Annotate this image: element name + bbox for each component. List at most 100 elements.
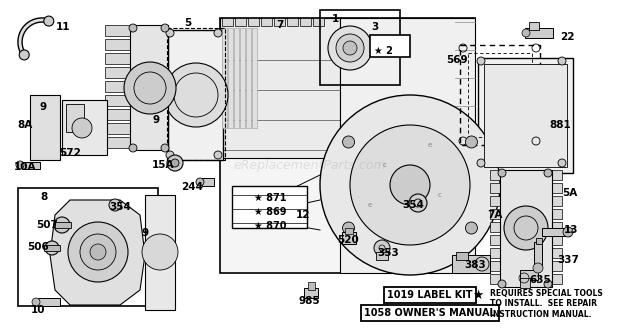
Text: ★ 871: ★ 871 [254, 193, 286, 203]
Bar [168, 30, 223, 160]
Bar [30, 95, 60, 160]
Circle shape [563, 227, 573, 237]
Circle shape [129, 24, 137, 32]
Bar [105, 67, 167, 78]
Bar [345, 228, 353, 234]
Bar [490, 222, 562, 232]
Circle shape [328, 26, 372, 70]
Text: 244: 244 [181, 182, 203, 192]
Text: c: c [438, 192, 442, 198]
Circle shape [90, 244, 106, 260]
Bar [300, 18, 311, 26]
Text: 7: 7 [277, 20, 284, 30]
Bar [228, 28, 233, 128]
Text: c: c [383, 162, 387, 168]
Circle shape [558, 57, 566, 65]
Text: 3: 3 [371, 22, 379, 32]
Circle shape [343, 41, 357, 55]
Circle shape [320, 95, 500, 275]
Bar [18, 188, 158, 306]
Bar [105, 95, 167, 106]
Circle shape [44, 16, 54, 26]
Bar [105, 123, 167, 134]
Text: e: e [368, 202, 372, 208]
Text: 507: 507 [36, 220, 58, 230]
Bar [490, 261, 562, 271]
Circle shape [80, 234, 116, 270]
Bar [542, 228, 570, 236]
Circle shape [504, 206, 548, 250]
Text: e: e [428, 142, 432, 148]
Circle shape [214, 151, 222, 159]
Text: 11: 11 [56, 22, 70, 32]
Bar [248, 18, 259, 26]
Text: eReplacementParts.com: eReplacementParts.com [234, 159, 386, 173]
Bar [525, 28, 553, 38]
Circle shape [161, 24, 169, 32]
Circle shape [498, 169, 506, 177]
Circle shape [350, 125, 470, 245]
Circle shape [477, 57, 485, 65]
Bar [490, 196, 562, 206]
Bar [490, 235, 562, 245]
Bar [468, 53, 532, 137]
Text: 8A: 8A [17, 120, 33, 130]
Polygon shape [50, 200, 145, 305]
Text: ★: ★ [472, 289, 483, 302]
Text: 5: 5 [184, 18, 192, 28]
Bar [222, 28, 227, 128]
Bar [105, 25, 167, 36]
Bar [261, 18, 272, 26]
Circle shape [390, 165, 430, 205]
Text: 5A: 5A [562, 188, 578, 198]
Text: 354: 354 [402, 200, 424, 210]
Circle shape [68, 222, 128, 282]
Bar [246, 28, 251, 128]
Circle shape [171, 159, 179, 167]
Circle shape [533, 263, 543, 273]
Text: 7A: 7A [487, 210, 503, 220]
Text: 354: 354 [109, 202, 131, 212]
Bar [252, 28, 257, 128]
Circle shape [466, 136, 477, 148]
Bar [234, 28, 239, 128]
Circle shape [32, 298, 40, 306]
Circle shape [167, 155, 183, 171]
Text: 15A: 15A [152, 160, 174, 170]
Text: 9: 9 [153, 115, 159, 125]
Bar [44, 245, 60, 251]
Circle shape [544, 280, 552, 288]
Bar [202, 178, 214, 186]
Circle shape [214, 29, 222, 37]
Bar [105, 109, 167, 120]
Circle shape [466, 222, 477, 234]
Text: 1: 1 [331, 14, 339, 24]
Bar [376, 252, 388, 260]
Circle shape [45, 241, 59, 255]
Text: 881: 881 [549, 120, 571, 130]
Text: 8: 8 [40, 192, 48, 202]
Circle shape [558, 159, 566, 167]
Circle shape [343, 136, 355, 148]
Circle shape [409, 194, 427, 212]
Bar [456, 252, 468, 260]
Circle shape [336, 34, 364, 62]
Circle shape [72, 118, 92, 138]
Bar [500, 170, 552, 287]
Bar [313, 18, 324, 26]
Circle shape [374, 240, 390, 256]
Text: 10A: 10A [14, 162, 36, 172]
Circle shape [498, 280, 506, 288]
Circle shape [475, 257, 489, 271]
Bar [308, 282, 315, 290]
Bar [490, 170, 562, 180]
Circle shape [196, 178, 204, 186]
Bar [490, 209, 562, 219]
Bar [534, 242, 542, 267]
Bar [222, 18, 233, 26]
Text: 569: 569 [446, 55, 468, 65]
Circle shape [477, 159, 485, 167]
Circle shape [19, 50, 29, 60]
Bar [145, 195, 175, 310]
Bar [66, 104, 84, 132]
